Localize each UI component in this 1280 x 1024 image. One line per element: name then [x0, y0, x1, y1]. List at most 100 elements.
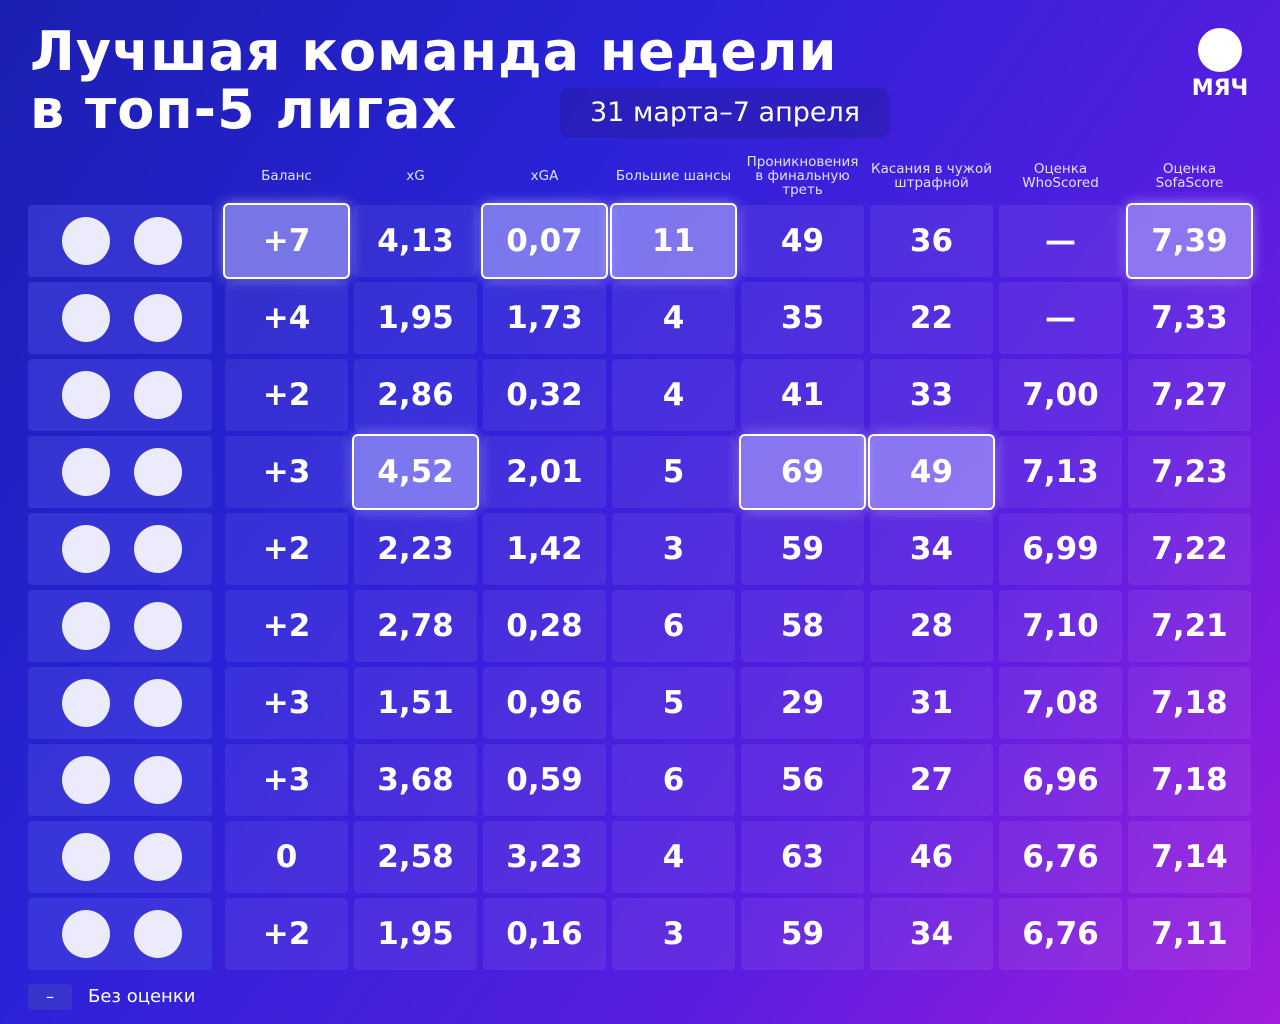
logo-icon — [62, 833, 110, 881]
table-cell: 0,07 — [483, 205, 606, 277]
table-cell: +3 — [225, 667, 348, 739]
logo-icon — [134, 602, 182, 650]
team-logos — [28, 744, 212, 816]
table-cell: 0,28 — [483, 590, 606, 662]
team-logos — [28, 205, 212, 277]
table-cell: 35 — [741, 282, 864, 354]
table-cell: 6,96 — [999, 744, 1122, 816]
table-cell: 4,13 — [354, 205, 477, 277]
table-cell: +4 — [225, 282, 348, 354]
table-cell: 27 — [870, 744, 993, 816]
logo-icon — [62, 910, 110, 958]
column-header: Баланс — [261, 168, 312, 184]
brand-icon — [1198, 28, 1242, 72]
table-cell: 7,22 — [1128, 513, 1251, 585]
table-cell: 34 — [870, 513, 993, 585]
table-cell: 0,59 — [483, 744, 606, 816]
legend-symbol: – — [28, 984, 72, 1010]
column-header: xG — [406, 168, 425, 184]
table-cell: 0,16 — [483, 898, 606, 970]
table-cell: 7,33 — [1128, 282, 1251, 354]
title-line: Лучшая команда недели — [30, 20, 838, 83]
table-cell: 41 — [741, 359, 864, 431]
table-cell: 2,86 — [354, 359, 477, 431]
table-cell: 3,23 — [483, 821, 606, 893]
team-logos — [28, 513, 212, 585]
team-logos — [28, 590, 212, 662]
table-cell: 7,18 — [1128, 667, 1251, 739]
table-cell: 7,10 — [999, 590, 1122, 662]
table-cell: 1,95 — [354, 282, 477, 354]
table-cell: — — [999, 205, 1122, 277]
table-cell: 33 — [870, 359, 993, 431]
table-cell: 7,23 — [1128, 436, 1251, 508]
logo-icon — [62, 679, 110, 727]
table-cell: 7,11 — [1128, 898, 1251, 970]
column-header: Оценка SofaScore — [1155, 161, 1224, 191]
table-cell: 3 — [612, 513, 735, 585]
table-cell: 7,21 — [1128, 590, 1251, 662]
table-cell: 1,42 — [483, 513, 606, 585]
table-cell: 6 — [612, 590, 735, 662]
table-cell: 2,78 — [354, 590, 477, 662]
table-cell: 6 — [612, 744, 735, 816]
table-cell: 11 — [612, 205, 735, 277]
table-cell: +2 — [225, 359, 348, 431]
date-badge: 31 марта–7 апреля — [560, 88, 890, 138]
team-logos — [28, 667, 212, 739]
table-cell: 7,18 — [1128, 744, 1251, 816]
table-cell: 6,76 — [999, 898, 1122, 970]
table-cell: 46 — [870, 821, 993, 893]
title-line: в топ-5 лигах — [30, 78, 458, 141]
team-logos — [28, 436, 212, 508]
table-cell: 7,39 — [1128, 205, 1251, 277]
logo-icon — [134, 448, 182, 496]
table-cell: 28 — [870, 590, 993, 662]
brand: МЯЧ — [1191, 76, 1249, 101]
column-header: Касания в чужой штрафной — [871, 161, 992, 191]
table-cell: 5 — [612, 436, 735, 508]
table-cell: 7,27 — [1128, 359, 1251, 431]
table-cell: +3 — [225, 744, 348, 816]
team-logos — [28, 359, 212, 431]
table-cell: 29 — [741, 667, 864, 739]
table-cell: +2 — [225, 513, 348, 585]
table-cell: 7,13 — [999, 436, 1122, 508]
logo-icon — [134, 910, 182, 958]
logo-icon — [62, 525, 110, 573]
table-cell: 2,01 — [483, 436, 606, 508]
table-cell: 0 — [225, 821, 348, 893]
table-cell: 31 — [870, 667, 993, 739]
logo-icon — [62, 371, 110, 419]
logo-icon — [134, 679, 182, 727]
team-logos — [28, 282, 212, 354]
logo-icon — [134, 217, 182, 265]
logo-icon — [62, 448, 110, 496]
logo-icon — [134, 756, 182, 804]
team-logos — [28, 898, 212, 970]
column-header: Оценка WhoScored — [1022, 161, 1099, 191]
logo-icon — [62, 756, 110, 804]
table-cell: 1,51 — [354, 667, 477, 739]
table-cell: 58 — [741, 590, 864, 662]
table-cell: 2,58 — [354, 821, 477, 893]
logo-icon — [134, 294, 182, 342]
logo-icon — [62, 217, 110, 265]
table-cell: 3,68 — [354, 744, 477, 816]
logo-icon — [134, 833, 182, 881]
table-cell: — — [999, 282, 1122, 354]
table-cell: +7 — [225, 205, 348, 277]
table-cell: 0,96 — [483, 667, 606, 739]
table-cell: 2,23 — [354, 513, 477, 585]
table-cell: 0,32 — [483, 359, 606, 431]
table-cell: 49 — [870, 436, 993, 508]
team-logos — [28, 821, 212, 893]
table-cell: +2 — [225, 590, 348, 662]
table-cell: 1,95 — [354, 898, 477, 970]
table-cell: 63 — [741, 821, 864, 893]
table-cell: 49 — [741, 205, 864, 277]
table-cell: 59 — [741, 898, 864, 970]
table-cell: 4 — [612, 359, 735, 431]
table-cell: 69 — [741, 436, 864, 508]
